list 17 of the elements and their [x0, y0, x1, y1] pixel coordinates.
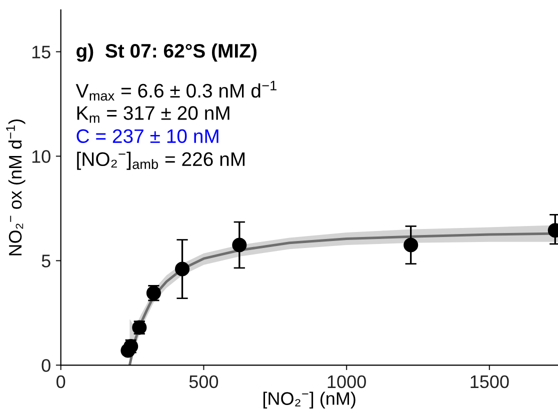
y-tick-label: 5 — [42, 254, 50, 268]
annotation: [NO₂$^{−}$]$_{amb}$ = 226 nM — [77, 152, 244, 170]
annotation: C = 237 ± 10 nM — [76, 129, 218, 144]
x-tick-label: 1000 — [328, 375, 366, 388]
x-tick-label: 500 — [189, 375, 218, 388]
y-tick-label: 0 — [42, 359, 50, 372]
annotation: V$_{max}$ = 6.6 ± 0.3 nM d$^{−1}$ — [76, 80, 276, 101]
y-tick-label: 15 — [32, 46, 50, 58]
y-tick-label: 10 — [32, 150, 50, 163]
y-axis-title: NO₂$^{−}$ ox (nM d$^{−1}$) — [6, 119, 26, 256]
x-tick-label: 1500 — [470, 375, 509, 388]
x-axis-title: [NO₂$^{−}$] (nM) — [263, 392, 356, 409]
x-tick-label: 0 — [56, 375, 66, 388]
annotation: K$_{m}$ = 317 ± 20 nM — [77, 106, 230, 123]
text: g) St 07: 62°S (MIZ) — [76, 43, 256, 62]
point — [174, 262, 190, 276]
point — [232, 238, 247, 252]
